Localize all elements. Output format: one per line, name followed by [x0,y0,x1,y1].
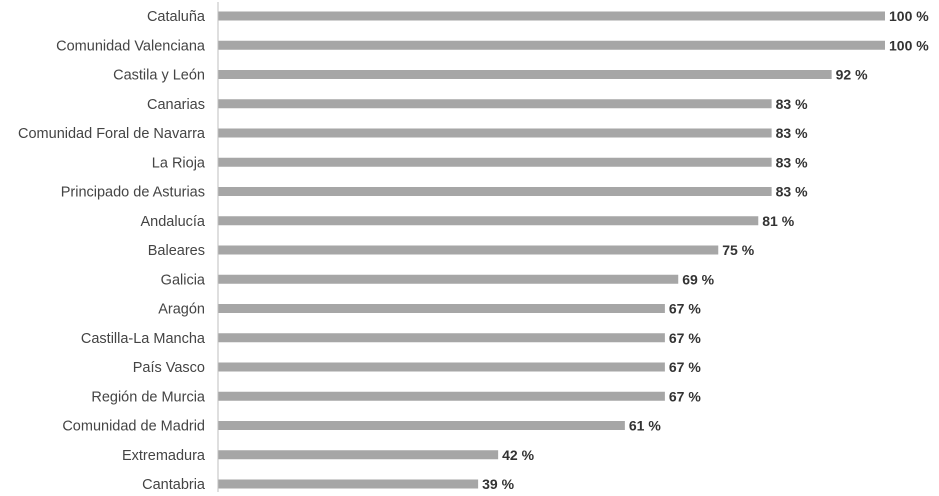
value-label: 39 % [482,476,514,492]
category-label: Cataluña [147,9,206,25]
bar [218,391,665,401]
bar [218,362,665,372]
category-label: Baleares [148,243,205,259]
bar [218,11,885,21]
bar [218,157,772,167]
value-label: 83 % [776,154,808,170]
bar [218,245,719,255]
value-label: 83 % [776,184,808,200]
category-label: Comunidad Valenciana [56,38,206,54]
bar [218,70,832,79]
value-label: 67 % [669,301,701,317]
bar [218,333,665,343]
category-label: Extremadura [122,448,206,464]
category-label: Comunidad de Madrid [62,419,205,435]
category-label: Galicia [161,272,206,288]
bar [218,128,772,138]
category-label: Región de Murcia [91,389,206,405]
bars-group [218,11,885,489]
category-label: Andalucía [141,214,206,230]
category-label: La Rioja [152,155,206,171]
category-label: Castila y León [113,68,205,84]
value-label: 92 % [836,67,868,83]
value-labels-group: 100 % 100 % 92 % 83 % 83 % 83 % 83 % 81 % 75 % 69… [482,8,929,492]
bar [218,479,479,489]
value-label: 67 % [669,388,701,404]
bar [218,187,772,196]
value-label: 81 % [762,213,794,229]
value-label: 61 % [629,418,661,434]
value-label: 100 % [889,37,929,53]
value-label: 67 % [669,359,701,375]
category-label: Aragón [158,302,205,318]
value-label: 100 % [889,8,929,24]
value-label: 67 % [669,330,701,346]
category-label: Cantabria [142,477,206,493]
category-label: Principado de Asturias [61,185,205,201]
bar [218,304,665,313]
bar [218,274,679,284]
value-label: 42 % [502,447,534,463]
bar [218,40,885,50]
value-label: 83 % [776,125,808,141]
bar [218,216,759,226]
value-label: 75 % [722,242,754,258]
bar [218,450,499,460]
value-label: 83 % [776,96,808,112]
value-label: 69 % [682,271,714,287]
bar [218,421,625,430]
category-label: Canarias [147,97,205,113]
category-label: País Vasco [133,360,205,376]
category-labels-group: Cataluña Comunidad Valenciana Castila y Le… [18,9,206,493]
bar [218,99,772,109]
category-label: Comunidad Foral de Navarra [18,126,206,142]
category-label: Castilla-La Mancha [81,331,206,347]
